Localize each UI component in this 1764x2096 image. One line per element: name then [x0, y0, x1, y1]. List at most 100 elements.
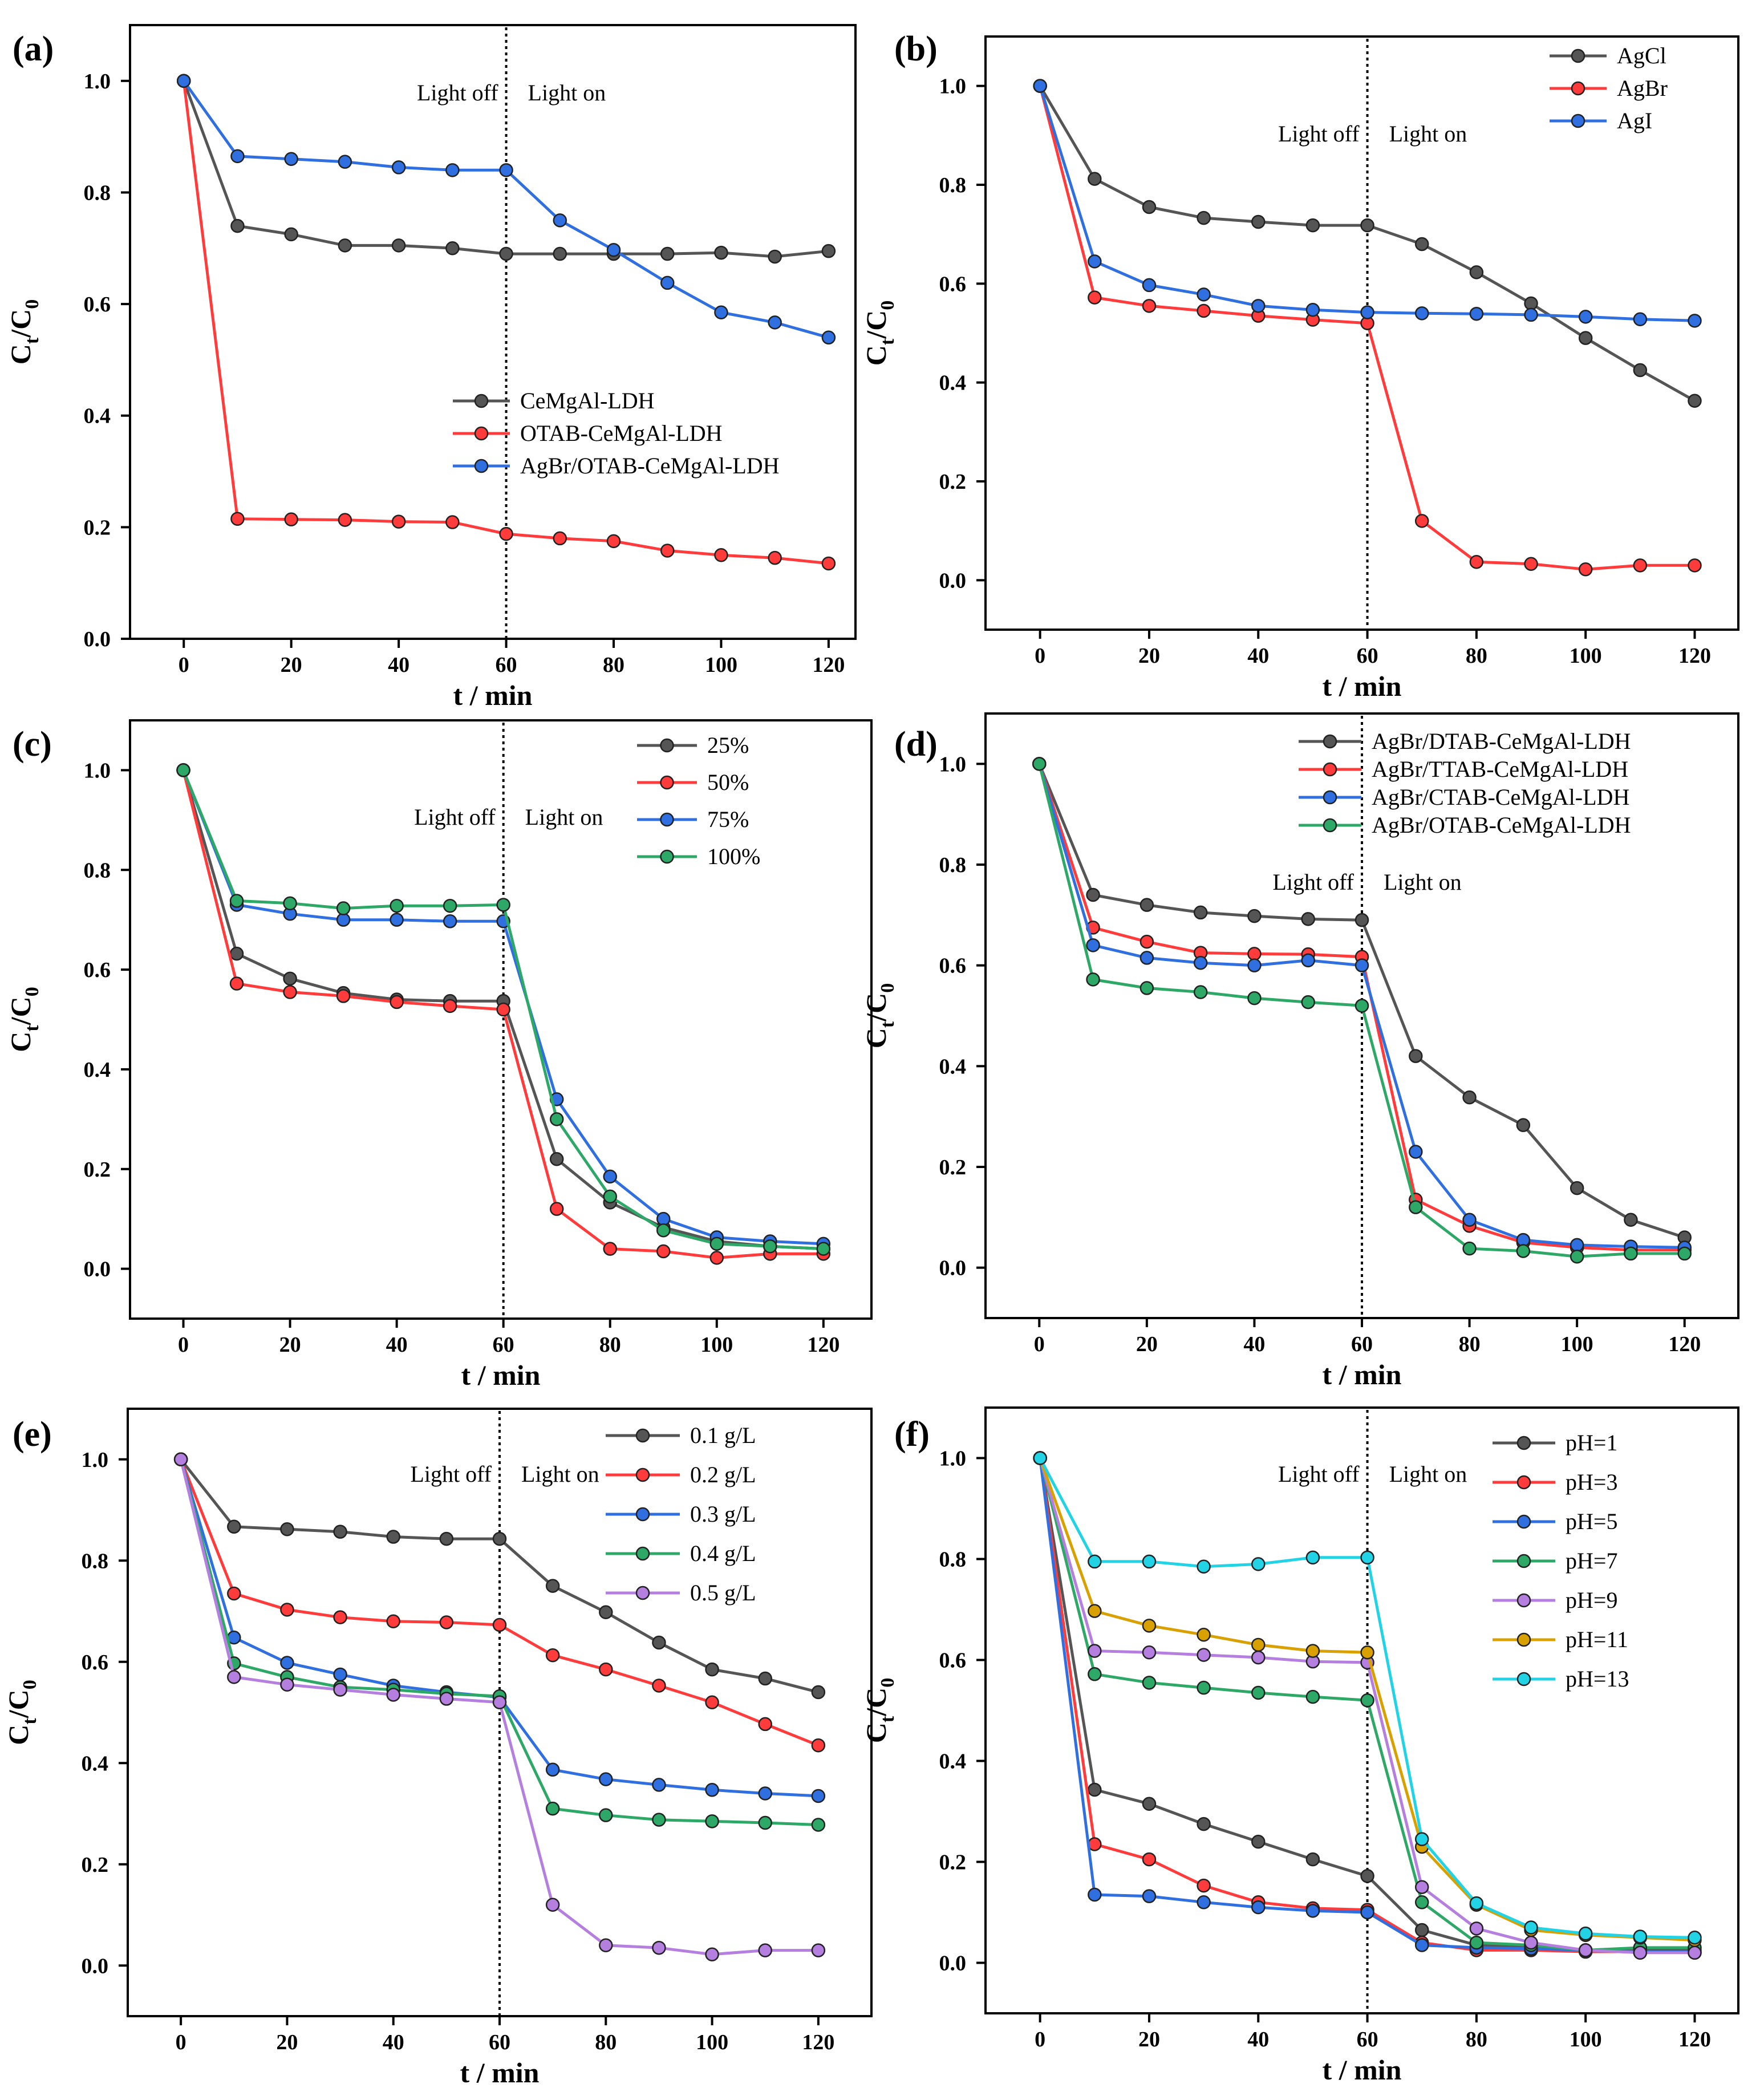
y-tick-label: 0.8 [82, 1549, 109, 1573]
data-point [549, 1112, 564, 1126]
data-point [652, 1679, 666, 1693]
y-tick-label: 0.4 [82, 1752, 109, 1775]
data-point [714, 548, 728, 562]
data-point [1032, 757, 1047, 771]
data-point [1305, 303, 1320, 317]
y-tick-label: 0.0 [939, 569, 967, 593]
y-tick-label: 0.0 [939, 1256, 967, 1280]
legend-label: 0.1 g/L [690, 1422, 756, 1448]
data-point [656, 1211, 671, 1226]
y-tick-label: 1.0 [939, 75, 967, 99]
data-point [545, 1762, 560, 1777]
y-tick-label: 0.4 [939, 1055, 967, 1079]
x-tick-label: 80 [1459, 1332, 1481, 1356]
y-tick-label: 0.2 [84, 1158, 111, 1182]
data-point [1524, 307, 1538, 322]
legend-marker [1516, 1514, 1531, 1529]
y-axis-label: Ct/C0 [5, 299, 43, 364]
x-tick-label: 40 [386, 1333, 408, 1357]
x-tick-label: 120 [802, 2030, 834, 2054]
y-tick-label: 0.6 [82, 1651, 109, 1675]
data-point [1360, 218, 1374, 233]
plot-frame [129, 24, 857, 640]
data-point [1516, 1244, 1531, 1258]
data-point [284, 512, 298, 526]
data-point [1409, 1200, 1423, 1214]
y-tick-label: 0.8 [84, 858, 111, 882]
data-point [553, 213, 567, 228]
data-point [660, 275, 675, 290]
panel-f: 0 20 40 60 80 100 120 0.0 0.2 0.4 0.6 0.8 1.0 (f) t / … [860, 1406, 1739, 2086]
data-point [1033, 1451, 1047, 1465]
series-50% [176, 763, 831, 1265]
data-point [1088, 1644, 1102, 1658]
series-AgBr/OTAB-CeMgAl-LDH [1032, 757, 1692, 1264]
data-point [1360, 305, 1374, 319]
data-point [1197, 1895, 1211, 1909]
data-point [1578, 1943, 1593, 1957]
data-point [1247, 909, 1262, 923]
x-tick-label: 40 [383, 2030, 404, 2054]
data-point [227, 1586, 241, 1601]
x-tick-label: 20 [1136, 1332, 1158, 1356]
x-tick-label: 40 [1243, 1332, 1265, 1356]
legend-label: pH=11 [1566, 1627, 1628, 1652]
data-point [1414, 1895, 1429, 1909]
data-point [1570, 1238, 1584, 1252]
data-point [1578, 562, 1593, 577]
data-point [599, 1662, 613, 1677]
data-point [1469, 1896, 1484, 1911]
data-point [1247, 958, 1262, 972]
data-point [173, 1452, 188, 1466]
data-point [1088, 1887, 1102, 1902]
x-tick-label: 120 [1678, 644, 1711, 668]
data-point [499, 246, 513, 261]
data-point [1462, 1213, 1477, 1227]
x-tick-label: 100 [705, 653, 737, 677]
panel-label: (f) [894, 1415, 930, 1454]
data-point [1142, 1645, 1157, 1660]
data-point [1624, 1213, 1638, 1227]
data-point [229, 894, 244, 908]
y-tick-label: 1.0 [939, 752, 967, 776]
y-tick-label: 1.0 [82, 1448, 109, 1472]
data-point [1305, 1852, 1320, 1867]
legend-label: AgBr/CTAB-CeMgAl-LDH [1372, 784, 1629, 810]
panel-label: (e) [13, 1415, 52, 1454]
data-point [1305, 1689, 1320, 1704]
legend-label: pH=1 [1566, 1430, 1617, 1456]
data-point [1414, 237, 1429, 252]
data-point [652, 1635, 666, 1650]
legend-marker [660, 812, 674, 827]
legend-marker [1516, 1672, 1531, 1686]
legend-label: 0.2 g/L [690, 1462, 756, 1487]
data-point [445, 241, 460, 256]
data-point [1578, 310, 1593, 324]
data-point [1197, 1878, 1211, 1893]
data-point [390, 898, 404, 913]
y-tick-label: 0.0 [84, 627, 111, 651]
data-point [386, 1688, 400, 1702]
legend-label: AgBr/TTAB-CeMgAl-LDH [1372, 756, 1628, 782]
data-point [280, 1522, 294, 1536]
data-point [1251, 1834, 1266, 1849]
data-point [1247, 947, 1262, 961]
x-axis-label: t / min [461, 1359, 541, 1391]
data-point [758, 1943, 772, 1957]
data-point [1139, 951, 1154, 965]
data-point [496, 898, 510, 912]
data-point [1142, 278, 1157, 293]
data-point [660, 544, 675, 558]
data-point [1088, 172, 1102, 186]
data-point [443, 999, 457, 1013]
data-point [1409, 1049, 1423, 1063]
data-point [1462, 1090, 1477, 1105]
data-point [705, 1695, 719, 1709]
legend-marker [1323, 734, 1337, 749]
annotation-light-on: Light on [521, 1461, 599, 1487]
panel-b: 0 20 40 60 80 100 120 0.0 0.2 0.4 0.6 0.8 1.0(b) t / … [860, 30, 1739, 702]
data-point [1088, 290, 1102, 305]
legend-marker [635, 1428, 650, 1443]
data-point [1469, 555, 1484, 569]
x-tick-label: 80 [1466, 2028, 1487, 2052]
